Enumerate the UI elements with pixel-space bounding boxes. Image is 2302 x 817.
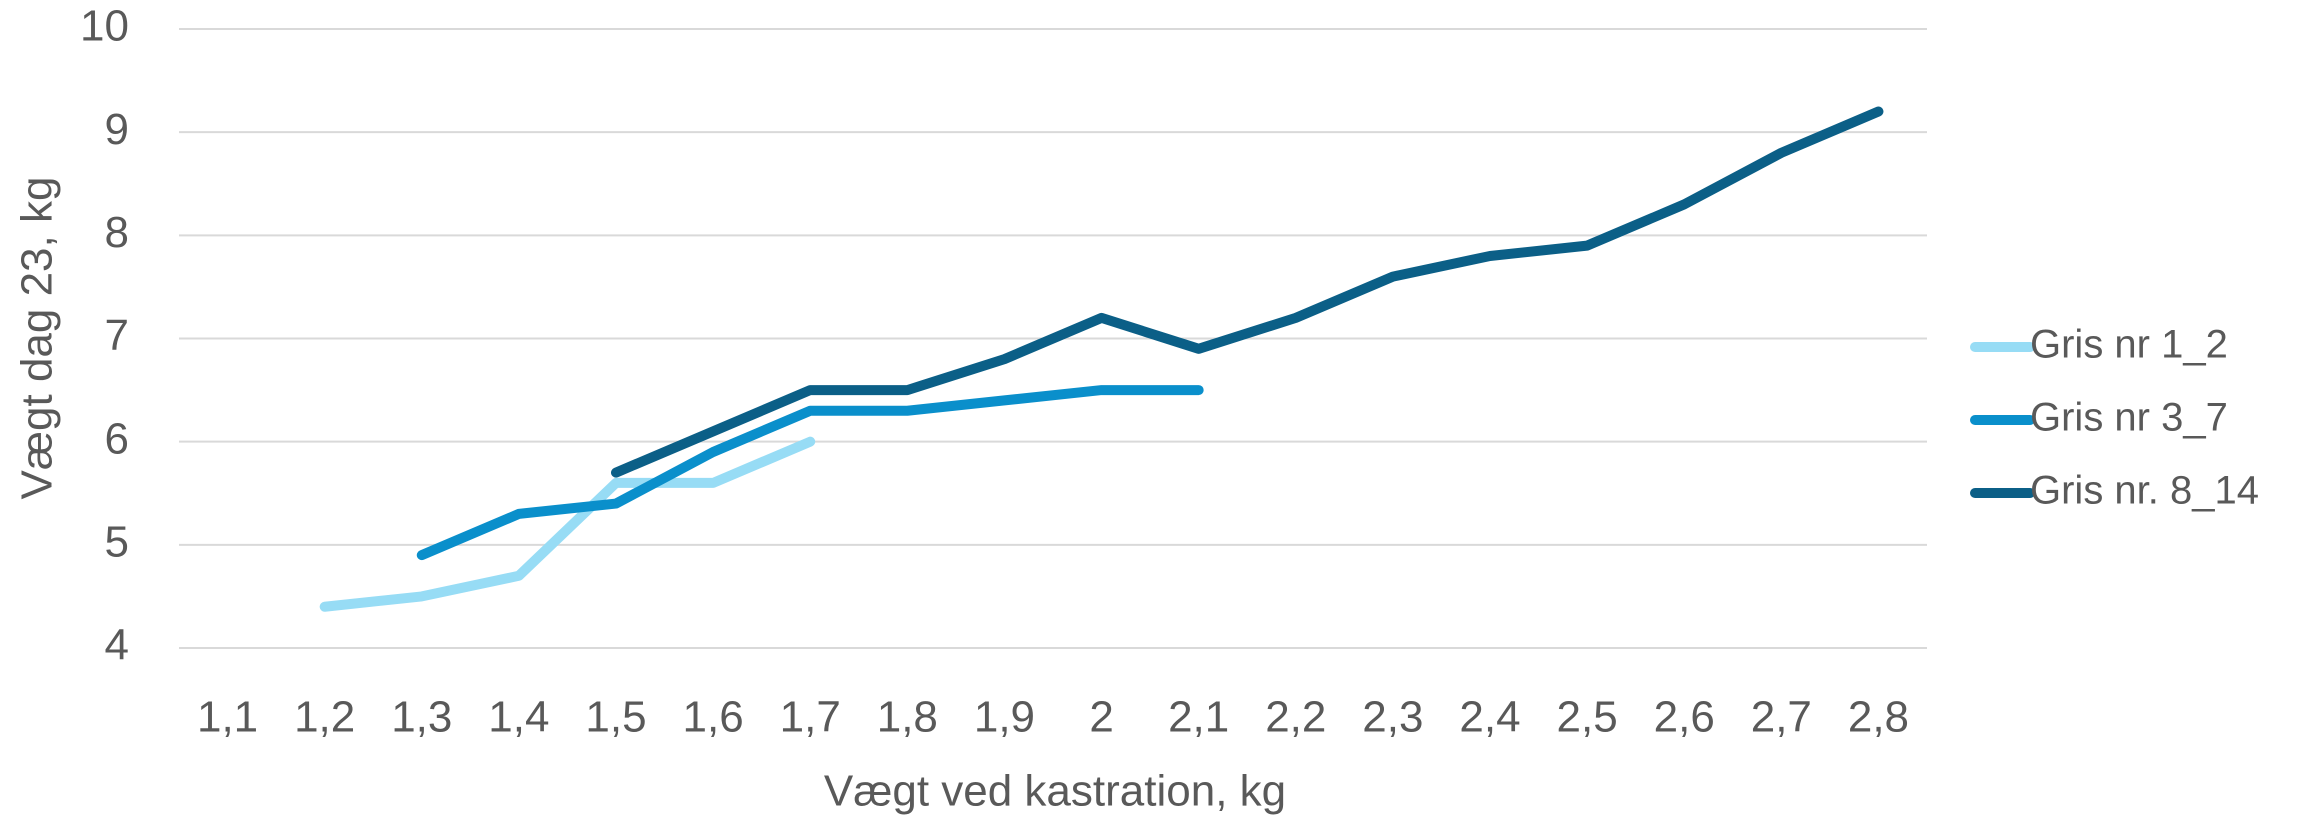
x-tick-label: 1,6 xyxy=(683,693,744,742)
x-tick-label: 1,2 xyxy=(294,693,355,742)
y-axis-title: Vægt dag 23, kg xyxy=(13,177,62,500)
x-tick-label: 2 xyxy=(1089,693,1113,742)
x-tick-label: 2,1 xyxy=(1168,693,1229,742)
x-tick-label: 2,8 xyxy=(1848,693,1909,742)
legend-label: Gris nr 3_7 xyxy=(2030,396,2228,440)
series-line xyxy=(611,106,1884,478)
legend-label: Gris nr 1_2 xyxy=(2030,323,2228,367)
y-tick-label: 6 xyxy=(105,414,129,463)
y-tick-label: 8 xyxy=(105,208,129,257)
x-tick-label: 2,4 xyxy=(1459,693,1520,742)
y-tick-label: 10 xyxy=(80,2,129,51)
series-line xyxy=(416,385,1204,561)
x-tick-label: 1,8 xyxy=(877,693,938,742)
x-tick-label: 2,7 xyxy=(1751,693,1812,742)
x-tick-label: 2,5 xyxy=(1557,693,1618,742)
y-tick-label: 7 xyxy=(105,311,129,360)
x-tick-label: 2,2 xyxy=(1265,693,1326,742)
x-tick-label: 2,6 xyxy=(1654,693,1715,742)
series-line xyxy=(319,436,816,612)
x-tick-label: 1,9 xyxy=(974,693,1035,742)
legend-label: Gris nr. 8_14 xyxy=(2030,469,2259,513)
x-tick-label: 1,3 xyxy=(391,693,452,742)
x-tick-label: 2,3 xyxy=(1362,693,1423,742)
x-axis-title: Vægt ved kastration, kg xyxy=(824,767,1286,816)
y-tick-label: 4 xyxy=(105,621,129,670)
x-tick-label: 1,5 xyxy=(585,693,646,742)
y-tick-label: 5 xyxy=(105,517,129,566)
x-tick-label: 1,7 xyxy=(780,693,841,742)
x-tick-label: 1,1 xyxy=(197,693,258,742)
x-tick-label: 1,4 xyxy=(488,693,549,742)
y-tick-label: 9 xyxy=(105,105,129,154)
